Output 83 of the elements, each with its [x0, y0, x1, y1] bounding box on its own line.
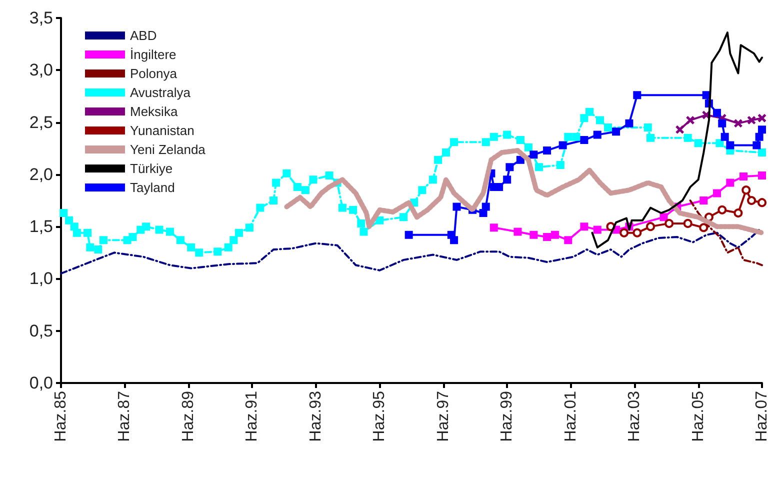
point — [758, 198, 766, 208]
point — [758, 114, 766, 122]
legend-label: Türkiye — [130, 161, 173, 176]
point — [755, 132, 764, 141]
y-tick-label: 3,0 — [29, 60, 53, 80]
line-series — [591, 32, 763, 248]
point — [740, 172, 748, 181]
x-tick-label: Haz.99 — [498, 390, 516, 442]
point — [530, 230, 538, 239]
point — [506, 163, 514, 172]
point — [558, 141, 567, 150]
point — [734, 208, 743, 218]
legend-label: Tayland — [130, 180, 175, 195]
x-tick-label: Haz.03 — [626, 390, 644, 442]
point — [450, 236, 458, 244]
point — [686, 116, 694, 124]
line-series — [689, 200, 763, 266]
point — [683, 218, 692, 228]
y-tick-label: 1,0 — [29, 269, 53, 288]
x-tick-label: Haz.87 — [116, 390, 134, 442]
point — [747, 196, 756, 205]
point — [625, 119, 634, 128]
point — [620, 228, 629, 238]
legend-label: Yunanistan — [130, 123, 194, 138]
point — [593, 226, 602, 234]
point — [482, 202, 490, 211]
point — [580, 136, 588, 144]
y-tick-label: 3,5 — [29, 8, 53, 28]
point — [748, 116, 756, 124]
point — [612, 128, 620, 136]
y-tick-label: 0,5 — [29, 321, 53, 340]
point — [664, 218, 674, 228]
point — [758, 171, 766, 180]
y-tick-label: 2,0 — [29, 164, 53, 184]
y-tick-label: 1,5 — [29, 217, 53, 236]
point — [712, 189, 721, 198]
point — [660, 213, 668, 222]
point — [564, 236, 572, 244]
point — [718, 205, 727, 214]
point — [646, 222, 656, 232]
point — [726, 141, 734, 150]
point — [550, 230, 559, 239]
point — [452, 202, 461, 211]
point — [676, 126, 684, 134]
x-tick-label: Haz.07 — [754, 390, 770, 442]
point — [514, 228, 522, 236]
x-tick-label: Haz.05 — [690, 390, 707, 442]
point — [593, 130, 602, 139]
point — [734, 119, 742, 128]
point — [712, 108, 721, 117]
legend-label: Yeni Zelanda — [130, 142, 206, 157]
y-tick-label: 2,5 — [29, 112, 53, 132]
legend-label: ABD — [130, 28, 157, 43]
line-series — [60, 228, 760, 274]
x-tick-label: Haz.89 — [180, 390, 197, 442]
point — [543, 146, 552, 154]
point — [580, 222, 588, 231]
point — [633, 91, 642, 100]
legend-label: Polonya — [130, 66, 178, 81]
x-tick-label: Haz.91 — [244, 390, 261, 442]
point — [699, 223, 708, 232]
point — [503, 176, 512, 184]
point — [752, 141, 761, 150]
x-tick-label: Haz.85 — [52, 390, 70, 442]
x-tick-label: Haz.93 — [307, 390, 324, 442]
point — [726, 178, 734, 187]
x-tick-label: Haz.95 — [371, 390, 388, 442]
point — [404, 230, 413, 239]
point — [543, 233, 552, 241]
point — [742, 186, 751, 195]
legend-label: İngiltere — [130, 47, 176, 62]
legend-label: Meksika — [130, 104, 178, 119]
point — [718, 119, 726, 128]
point — [530, 150, 538, 159]
point — [632, 228, 642, 238]
y-tick-label: 0,0 — [29, 374, 53, 392]
point — [720, 132, 729, 141]
point — [490, 224, 498, 232]
x-tick-label: Haz.01 — [562, 390, 580, 442]
legend-label: Avustralya — [130, 85, 192, 100]
x-tick-label: Haz.97 — [434, 390, 452, 442]
point — [700, 196, 708, 204]
point — [758, 126, 766, 134]
